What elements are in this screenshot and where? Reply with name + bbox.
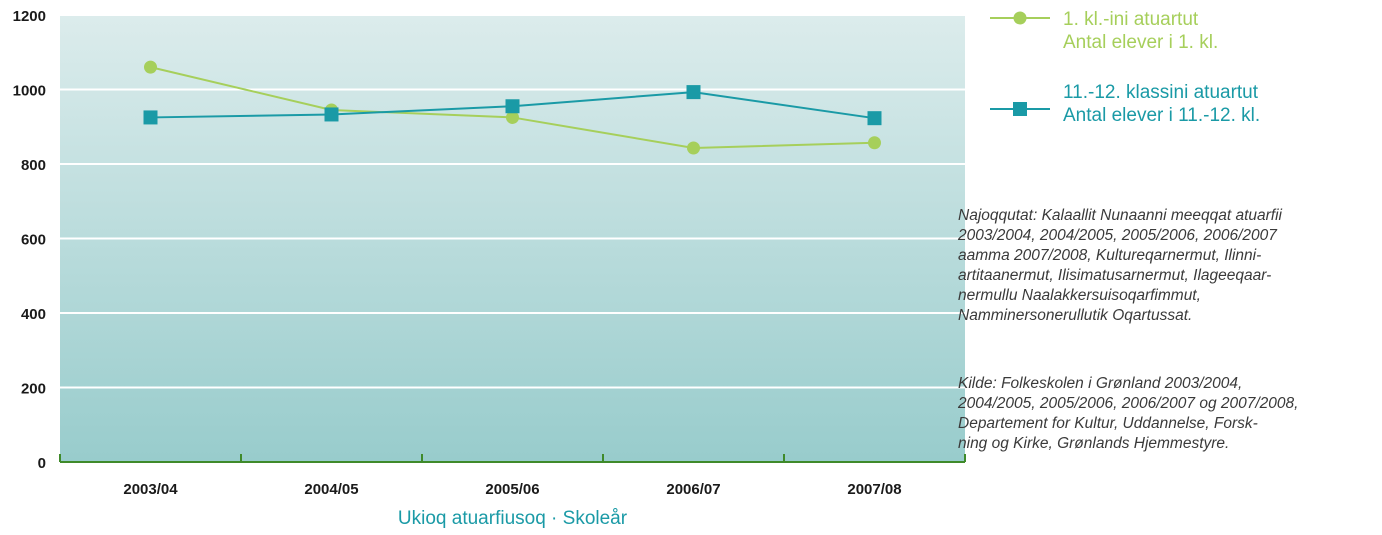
y-tick-label: 0 [38,455,46,472]
x-axis-title: Ukioq atuarfiusoq · Skoleår [397,508,628,529]
data-point-square [867,111,882,126]
source-line: aamma 2007/2008, Kultureqarnermut, Ilinn… [958,247,1262,264]
series-markers [143,60,882,155]
source-line: Departement for Kultur, Uddannelse, Fors… [958,415,1258,432]
legend-label-line-1: 11.-12. klassini atuartut [1063,82,1259,103]
y-tick-label: 600 [21,232,46,249]
legend-label-line-2: Antal elever i 1. kl. [1063,32,1219,53]
x-tick-label: 2006/07 [666,481,720,498]
y-tick-label: 1200 [13,8,46,25]
data-point-square [143,110,158,125]
y-tick-label: 1000 [13,83,46,100]
y-tick-label: 200 [21,381,46,398]
legend-label-line-2: Antal elever i 11.-12. kl. [1063,105,1261,126]
x-tick-label: 2005/06 [485,481,539,498]
source-line: ning og Kirke, Grønlands Hjemmestyre. [958,435,1230,452]
y-axis-tick-labels: 0 200 400 600 800 1000 1200 [13,8,46,472]
x-tick-label: 2004/05 [304,481,358,498]
legend-swatch-square [990,102,1050,116]
gridlines [60,14,965,389]
source-line: 2003/2004, 2004/2005, 2005/2006, 2006/20… [958,227,1277,244]
y-tick-label: 800 [21,157,46,174]
legend-label: 1. kl.-ini atuartut Antal elever i 1. kl… [1063,8,1218,54]
source-line: Najoqqutat: Kalaallit Nunaanni meeqqat a… [958,207,1282,224]
data-point-square [324,107,339,122]
source-line: nermullu Naalakkersuisoqarfimmut, [958,287,1201,304]
y-tick-label: 400 [21,306,46,323]
source-line: 2004/2005, 2005/2006, 2006/2007 og 2007/… [958,395,1299,412]
x-axis [59,454,966,463]
source-line: artitaanermut, Ilisimatusarnermut, Ilage… [958,267,1272,284]
legend-label-line-1: 1. kl.-ini atuartut [1063,9,1199,30]
source-note-greenlandic: Najoqqutat: Kalaallit Nunaanni meeqqat a… [958,206,1378,326]
data-point-square [505,99,520,114]
data-point-circle [506,110,519,124]
legend-swatch-circle [990,11,1050,25]
data-point-circle [687,141,700,155]
data-point-circle [868,136,881,150]
data-point-circle [144,60,157,74]
data-point-square [686,85,701,100]
source-line: Kilde: Folkeskolen i Grønland 2003/2004, [958,375,1243,392]
x-tick-label: 2007/08 [847,481,901,498]
source-note-danish: Kilde: Folkeskolen i Grønland 2003/2004,… [958,374,1378,454]
x-tick-label: 2003/04 [123,481,178,498]
legend-label: 11.-12. klassini atuartut Antal elever i… [1063,81,1260,127]
x-axis-tick-labels: 2003/04 2004/05 2005/06 2006/07 2007/08 [123,481,901,498]
source-line: Namminersonerullutik Oqartussat. [958,307,1193,324]
